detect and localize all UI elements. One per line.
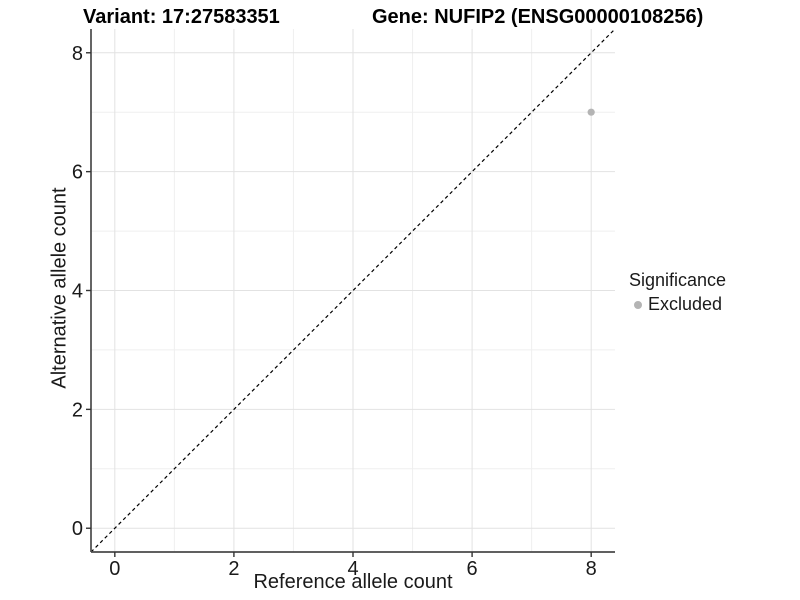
legend-label: Excluded xyxy=(648,294,723,314)
x-tick-label: 6 xyxy=(467,558,478,580)
variant-title: Variant: 17:27583351 xyxy=(83,6,280,28)
x-tick-label: 8 xyxy=(586,558,597,580)
legend-item: Excluded xyxy=(629,294,726,315)
y-tick-label: 6 xyxy=(72,162,83,184)
y-tick-label: 0 xyxy=(72,518,83,540)
data-point xyxy=(587,108,595,116)
x-tick-label: 4 xyxy=(347,558,358,580)
x-tick-label: 0 xyxy=(109,558,120,580)
gene-title: Gene: NUFIP2 (ENSG00000108256) xyxy=(372,6,704,28)
legend: Significance Excluded xyxy=(629,270,726,315)
legend-items: Excluded xyxy=(629,294,726,315)
x-tick-label: 2 xyxy=(228,558,239,580)
legend-marker-icon xyxy=(634,300,642,309)
x-axis-title: Reference allele count xyxy=(253,571,453,593)
legend-title: Significance xyxy=(629,270,727,290)
y-tick-label: 2 xyxy=(72,399,83,421)
y-tick-label: 4 xyxy=(72,281,83,303)
y-axis-title: Alternative allele count xyxy=(48,187,71,389)
y-tick-label: 8 xyxy=(72,43,83,65)
